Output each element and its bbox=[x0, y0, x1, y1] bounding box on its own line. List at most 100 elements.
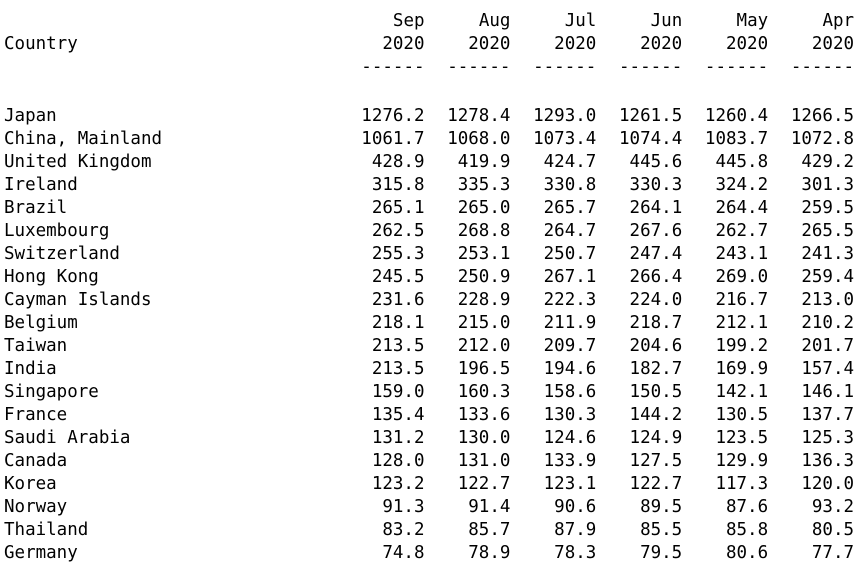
value-cell: 250.7 bbox=[543, 244, 597, 264]
value-cell: 215.0 bbox=[457, 313, 511, 333]
table-row: Thailand 83.2 85.7 87.9 85.5 85.8 80.5 bbox=[4, 519, 854, 542]
value-cell: 269.0 bbox=[715, 267, 769, 287]
country-name: France bbox=[4, 405, 68, 425]
value-cell: 194.6 bbox=[543, 359, 597, 379]
value-cell: 80.6 bbox=[725, 543, 769, 563]
value-cell: 250.9 bbox=[457, 267, 511, 287]
table-row: India 213.5 196.5 194.6 182.7 169.9 157.4 bbox=[4, 358, 854, 381]
year-header: 2020 bbox=[382, 34, 425, 54]
value-cell: 129.9 bbox=[715, 451, 769, 471]
value-cell: 122.7 bbox=[457, 474, 511, 494]
value-cell: 228.9 bbox=[457, 290, 511, 310]
value-cell: 124.9 bbox=[629, 428, 683, 448]
value-cell: 199.2 bbox=[715, 336, 769, 356]
value-cell: 255.3 bbox=[371, 244, 425, 264]
value-cell: 428.9 bbox=[371, 152, 425, 172]
month-header: Apr bbox=[822, 11, 855, 31]
value-cell: 160.3 bbox=[457, 382, 511, 402]
value-cell: 131.2 bbox=[371, 428, 425, 448]
country-name: Japan bbox=[4, 106, 57, 126]
value-cell: 267.6 bbox=[629, 221, 683, 241]
table-row: Switzerland 255.3 253.1 250.7 247.4 243.1 241.… bbox=[4, 243, 854, 266]
country-name: India bbox=[4, 359, 57, 379]
value-cell: 262.7 bbox=[715, 221, 769, 241]
value-cell: 79.5 bbox=[640, 543, 683, 563]
value-cell: 212.0 bbox=[457, 336, 511, 356]
value-cell: 335.3 bbox=[457, 175, 511, 195]
value-cell: 209.7 bbox=[543, 336, 597, 356]
table-row: Japan 1276.2 1278.4 1293.0 1261.5 1260.4 1266.… bbox=[4, 105, 854, 128]
table-row: Hong Kong 245.5 250.9 267.1 266.4 269.0 259.4 bbox=[4, 266, 854, 289]
table-row: Saudi Arabia 131.2 130.0 124.6 124.9 123.5 125… bbox=[4, 427, 854, 450]
value-cell: 123.5 bbox=[715, 428, 769, 448]
value-cell: 78.3 bbox=[554, 543, 597, 563]
value-cell: 265.7 bbox=[543, 198, 597, 218]
value-cell: 224.0 bbox=[629, 290, 683, 310]
value-cell: 315.8 bbox=[371, 175, 425, 195]
country-name: Cayman Islands bbox=[4, 290, 152, 310]
country-name: Luxembourg bbox=[4, 221, 110, 241]
value-cell: 1261.5 bbox=[619, 106, 683, 126]
country-name: Belgium bbox=[4, 313, 78, 333]
value-cell: 264.1 bbox=[629, 198, 683, 218]
value-cell: 243.1 bbox=[715, 244, 769, 264]
value-cell: 218.7 bbox=[629, 313, 683, 333]
value-cell: 130.5 bbox=[715, 405, 769, 425]
value-cell: 130.3 bbox=[543, 405, 597, 425]
value-cell: 74.8 bbox=[382, 543, 425, 563]
table-row: France 135.4 133.6 130.3 144.2 130.5 137.7 bbox=[4, 404, 854, 427]
table-row: Ireland 315.8 335.3 330.8 330.3 324.2 301.3 bbox=[4, 174, 854, 197]
country-name: Ireland bbox=[4, 175, 78, 195]
country-header-spacer bbox=[4, 10, 339, 33]
value-cell: 124.6 bbox=[543, 428, 597, 448]
country-name: Saudi Arabia bbox=[4, 428, 131, 448]
value-cell: 131.0 bbox=[457, 451, 511, 471]
table-row: Cayman Islands 231.6 228.9 222.3 224.0 216.7 2… bbox=[4, 289, 854, 312]
year-header: 2020 bbox=[725, 34, 769, 54]
value-cell: 324.2 bbox=[715, 175, 769, 195]
year-header: 2020 bbox=[554, 34, 597, 54]
value-cell: 135.4 bbox=[371, 405, 425, 425]
country-name: United Kingdom bbox=[4, 152, 152, 172]
value-cell: 330.8 bbox=[543, 175, 597, 195]
value-cell: 213.5 bbox=[371, 359, 425, 379]
value-cell: 330.3 bbox=[629, 175, 683, 195]
value-cell: 142.1 bbox=[715, 382, 769, 402]
table-row: Korea 123.2 122.7 123.1 122.7 117.3 120.0 bbox=[4, 473, 854, 496]
value-cell: 231.6 bbox=[371, 290, 425, 310]
value-cell: 91.4 bbox=[468, 497, 511, 517]
month-header: Sep bbox=[392, 11, 425, 31]
value-cell: 123.2 bbox=[371, 474, 425, 494]
value-cell: 1073.4 bbox=[533, 129, 597, 149]
table-row: United Kingdom 428.9 419.9 424.7 445.6 445.8 4… bbox=[4, 151, 854, 174]
table-row: China, Mainland 1061.7 1068.0 1073.4 1074.4 1… bbox=[4, 128, 854, 151]
value-cell: 1266.5 bbox=[790, 106, 855, 126]
table-row: Luxembourg 262.5 268.8 264.7 267.6 262.7 265.5 bbox=[4, 220, 854, 243]
value-cell: 259.5 bbox=[801, 198, 855, 218]
country-name: China, Mainland bbox=[4, 129, 163, 149]
value-cell: 264.7 bbox=[543, 221, 597, 241]
value-cell: 1061.7 bbox=[361, 129, 425, 149]
value-cell: 210.2 bbox=[801, 313, 855, 333]
value-cell: 301.3 bbox=[801, 175, 855, 195]
month-header: May bbox=[736, 11, 769, 31]
value-cell: 90.6 bbox=[554, 497, 597, 517]
month-header: Jul bbox=[564, 11, 597, 31]
value-cell: 169.9 bbox=[715, 359, 769, 379]
header-underline: ------ bbox=[704, 57, 769, 77]
value-cell: 150.5 bbox=[629, 382, 683, 402]
value-cell: 130.0 bbox=[457, 428, 511, 448]
value-cell: 266.4 bbox=[629, 267, 683, 287]
value-cell: 128.0 bbox=[371, 451, 425, 471]
table-body: Japan 1276.2 1278.4 1293.0 1261.5 1260.4 1266.… bbox=[4, 105, 854, 565]
value-cell: 91.3 bbox=[382, 497, 425, 517]
value-cell: 419.9 bbox=[457, 152, 511, 172]
table-row: Singapore 159.0 160.3 158.6 150.5 142.1 146.1 bbox=[4, 381, 854, 404]
header-year-row: Country 2020 2020 2020 2020 2020 2020 bbox=[4, 33, 854, 56]
value-cell: 85.7 bbox=[468, 520, 511, 540]
value-cell: 83.2 bbox=[382, 520, 425, 540]
header-underline: ------ bbox=[361, 57, 425, 77]
value-cell: 89.5 bbox=[640, 497, 683, 517]
value-cell: 146.1 bbox=[801, 382, 855, 402]
value-cell: 216.7 bbox=[715, 290, 769, 310]
